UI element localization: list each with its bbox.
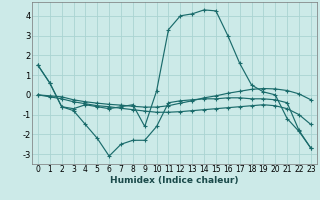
X-axis label: Humidex (Indice chaleur): Humidex (Indice chaleur) [110,176,239,185]
